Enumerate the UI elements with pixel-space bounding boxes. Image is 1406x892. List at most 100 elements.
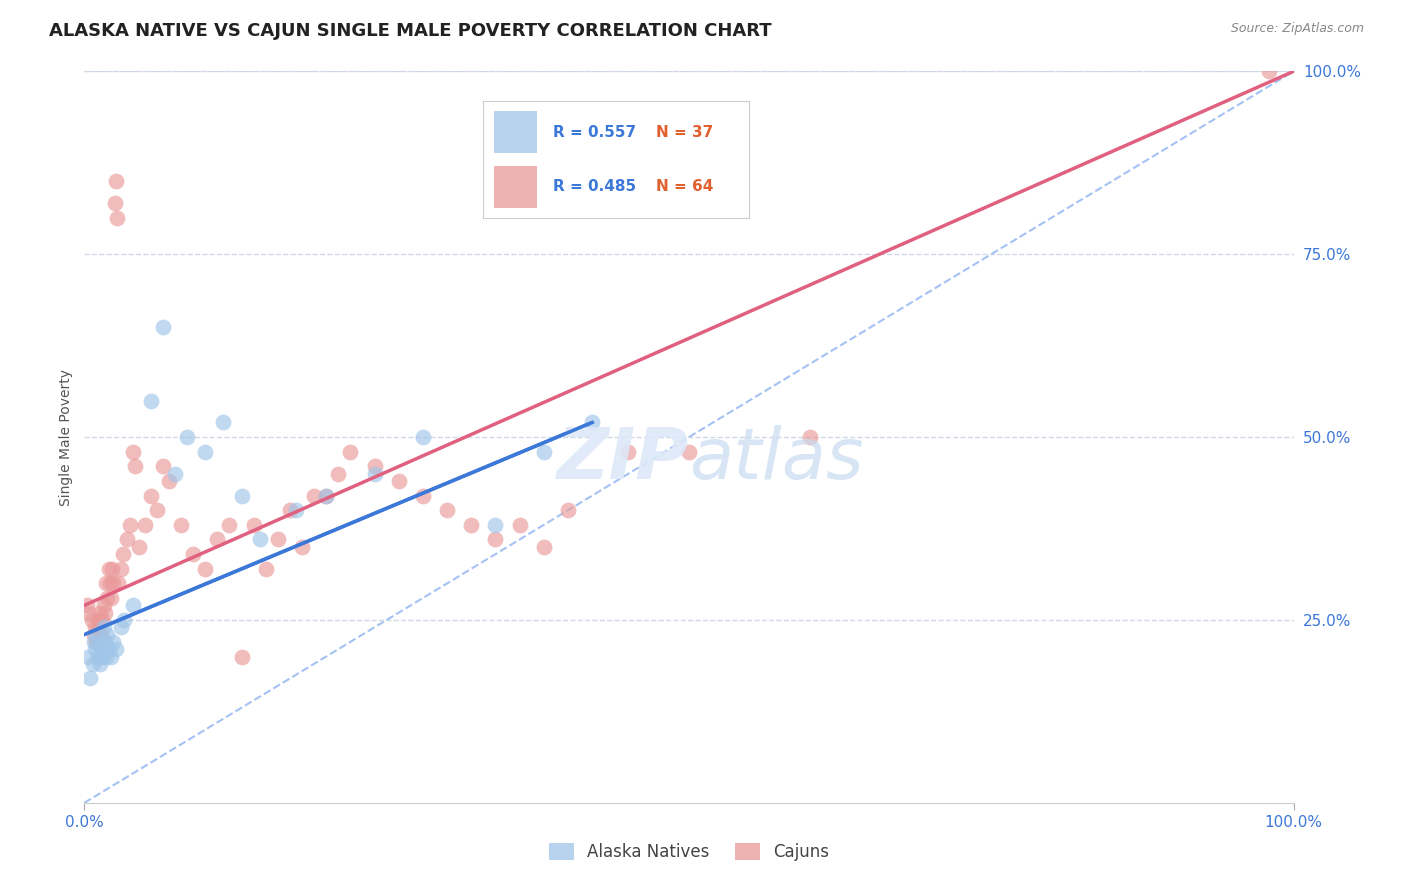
Text: Source: ZipAtlas.com: Source: ZipAtlas.com bbox=[1230, 22, 1364, 36]
Point bbox=[165, 467, 187, 481]
Point bbox=[97, 642, 120, 657]
Point bbox=[112, 547, 135, 561]
Point bbox=[533, 540, 555, 554]
Point bbox=[103, 576, 125, 591]
Point bbox=[96, 591, 118, 605]
Point bbox=[84, 642, 107, 657]
Point bbox=[509, 517, 531, 532]
Point bbox=[231, 649, 253, 664]
Point bbox=[94, 649, 117, 664]
Point bbox=[107, 576, 129, 591]
Point bbox=[218, 517, 240, 532]
Text: atlas: atlas bbox=[689, 425, 863, 493]
Point bbox=[212, 416, 235, 430]
Point bbox=[242, 517, 264, 532]
Point bbox=[194, 444, 217, 458]
Point bbox=[152, 320, 174, 334]
Point bbox=[86, 613, 108, 627]
Point bbox=[91, 649, 114, 664]
Point bbox=[100, 649, 122, 664]
Point bbox=[121, 599, 143, 613]
Point bbox=[484, 517, 506, 532]
Point bbox=[799, 430, 821, 444]
Point bbox=[101, 562, 124, 576]
Point bbox=[157, 474, 180, 488]
Point bbox=[103, 635, 125, 649]
Point bbox=[152, 459, 174, 474]
Point bbox=[278, 503, 301, 517]
Point bbox=[94, 606, 117, 620]
Point bbox=[84, 620, 107, 634]
Point bbox=[79, 672, 101, 686]
Point bbox=[104, 196, 127, 211]
Point bbox=[363, 467, 385, 481]
Point bbox=[97, 562, 120, 576]
Point bbox=[86, 635, 108, 649]
Point bbox=[86, 649, 108, 664]
Point bbox=[581, 416, 603, 430]
Point bbox=[104, 174, 127, 188]
Point bbox=[146, 503, 169, 517]
Point bbox=[89, 657, 111, 671]
Y-axis label: Single Male Poverty: Single Male Poverty bbox=[59, 368, 73, 506]
Point bbox=[194, 562, 217, 576]
Point bbox=[94, 576, 117, 591]
Point bbox=[104, 642, 127, 657]
Point bbox=[100, 591, 122, 605]
Point bbox=[388, 474, 411, 488]
Point bbox=[82, 657, 104, 671]
Point bbox=[98, 576, 121, 591]
Point bbox=[460, 517, 482, 532]
Point bbox=[139, 489, 162, 503]
Point bbox=[617, 444, 640, 458]
Point bbox=[533, 444, 555, 458]
Point bbox=[87, 620, 110, 634]
Point bbox=[76, 599, 98, 613]
Point bbox=[249, 533, 271, 547]
Point bbox=[267, 533, 290, 547]
Point bbox=[93, 620, 115, 634]
Point bbox=[254, 562, 277, 576]
Point bbox=[110, 620, 132, 634]
Text: ZIP: ZIP bbox=[557, 425, 689, 493]
Point bbox=[339, 444, 361, 458]
Point bbox=[207, 533, 229, 547]
Point bbox=[315, 489, 337, 503]
Text: ALASKA NATIVE VS CAJUN SINGLE MALE POVERTY CORRELATION CHART: ALASKA NATIVE VS CAJUN SINGLE MALE POVER… bbox=[49, 22, 772, 40]
Point bbox=[134, 517, 156, 532]
Point bbox=[315, 489, 337, 503]
Point bbox=[231, 489, 253, 503]
Point bbox=[170, 517, 193, 532]
Point bbox=[83, 635, 105, 649]
Point bbox=[484, 533, 506, 547]
Point bbox=[181, 547, 204, 561]
Point bbox=[112, 613, 135, 627]
Point bbox=[176, 430, 198, 444]
Point bbox=[83, 627, 105, 641]
Point bbox=[87, 635, 110, 649]
Point bbox=[412, 489, 434, 503]
Point bbox=[363, 459, 385, 474]
Point bbox=[436, 503, 458, 517]
Point bbox=[678, 444, 700, 458]
Point bbox=[412, 430, 434, 444]
Point bbox=[557, 503, 579, 517]
Point bbox=[77, 606, 100, 620]
Point bbox=[128, 540, 150, 554]
Point bbox=[121, 444, 143, 458]
Point bbox=[139, 393, 162, 408]
Point bbox=[110, 562, 132, 576]
Point bbox=[94, 635, 117, 649]
Point bbox=[86, 627, 108, 641]
Point bbox=[284, 503, 308, 517]
Point bbox=[89, 606, 111, 620]
Point bbox=[120, 517, 142, 532]
Point bbox=[1258, 64, 1281, 78]
Point bbox=[291, 540, 314, 554]
Point bbox=[91, 613, 114, 627]
Point bbox=[115, 533, 138, 547]
Point bbox=[302, 489, 325, 503]
Point bbox=[77, 649, 100, 664]
Point bbox=[105, 211, 128, 225]
Point bbox=[80, 613, 103, 627]
